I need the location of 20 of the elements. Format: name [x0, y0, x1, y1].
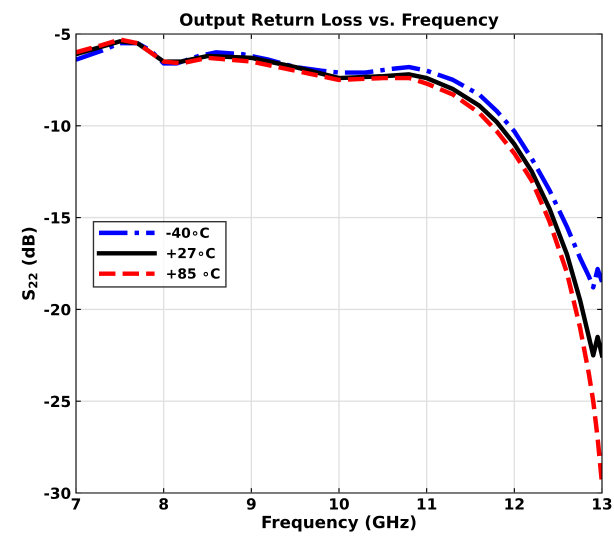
x-tick-label: 13 [593, 498, 612, 510]
y-tick-label: -5 [54, 28, 70, 40]
legend-label: -40∘C [166, 227, 209, 238]
y-tick-label: -20 [44, 304, 70, 316]
x-tick-label: 11 [418, 498, 436, 510]
x-tick-label: 9 [246, 498, 256, 510]
x-tick-label: 7 [72, 498, 80, 510]
x-tick-label: 8 [159, 498, 168, 510]
y-tick-label: -15 [44, 212, 70, 224]
chart-title: Output Return Loss vs. Frequency [180, 13, 499, 30]
x-tick-label: 12 [505, 498, 524, 510]
y-tick-label: -10 [44, 120, 70, 132]
line-series [76, 40, 602, 290]
y-axis-title: S$_{22}$ (dB) [22, 228, 38, 300]
y-tick-label: -25 [44, 396, 70, 408]
legend-label: +27∘C [167, 248, 215, 258]
legend-label: +85 ∘C [167, 268, 220, 279]
x-tick-label: 10 [330, 498, 349, 510]
x-axis-title: Frequency (GHz) [262, 515, 416, 532]
y-tick-label: -30 [44, 487, 70, 500]
